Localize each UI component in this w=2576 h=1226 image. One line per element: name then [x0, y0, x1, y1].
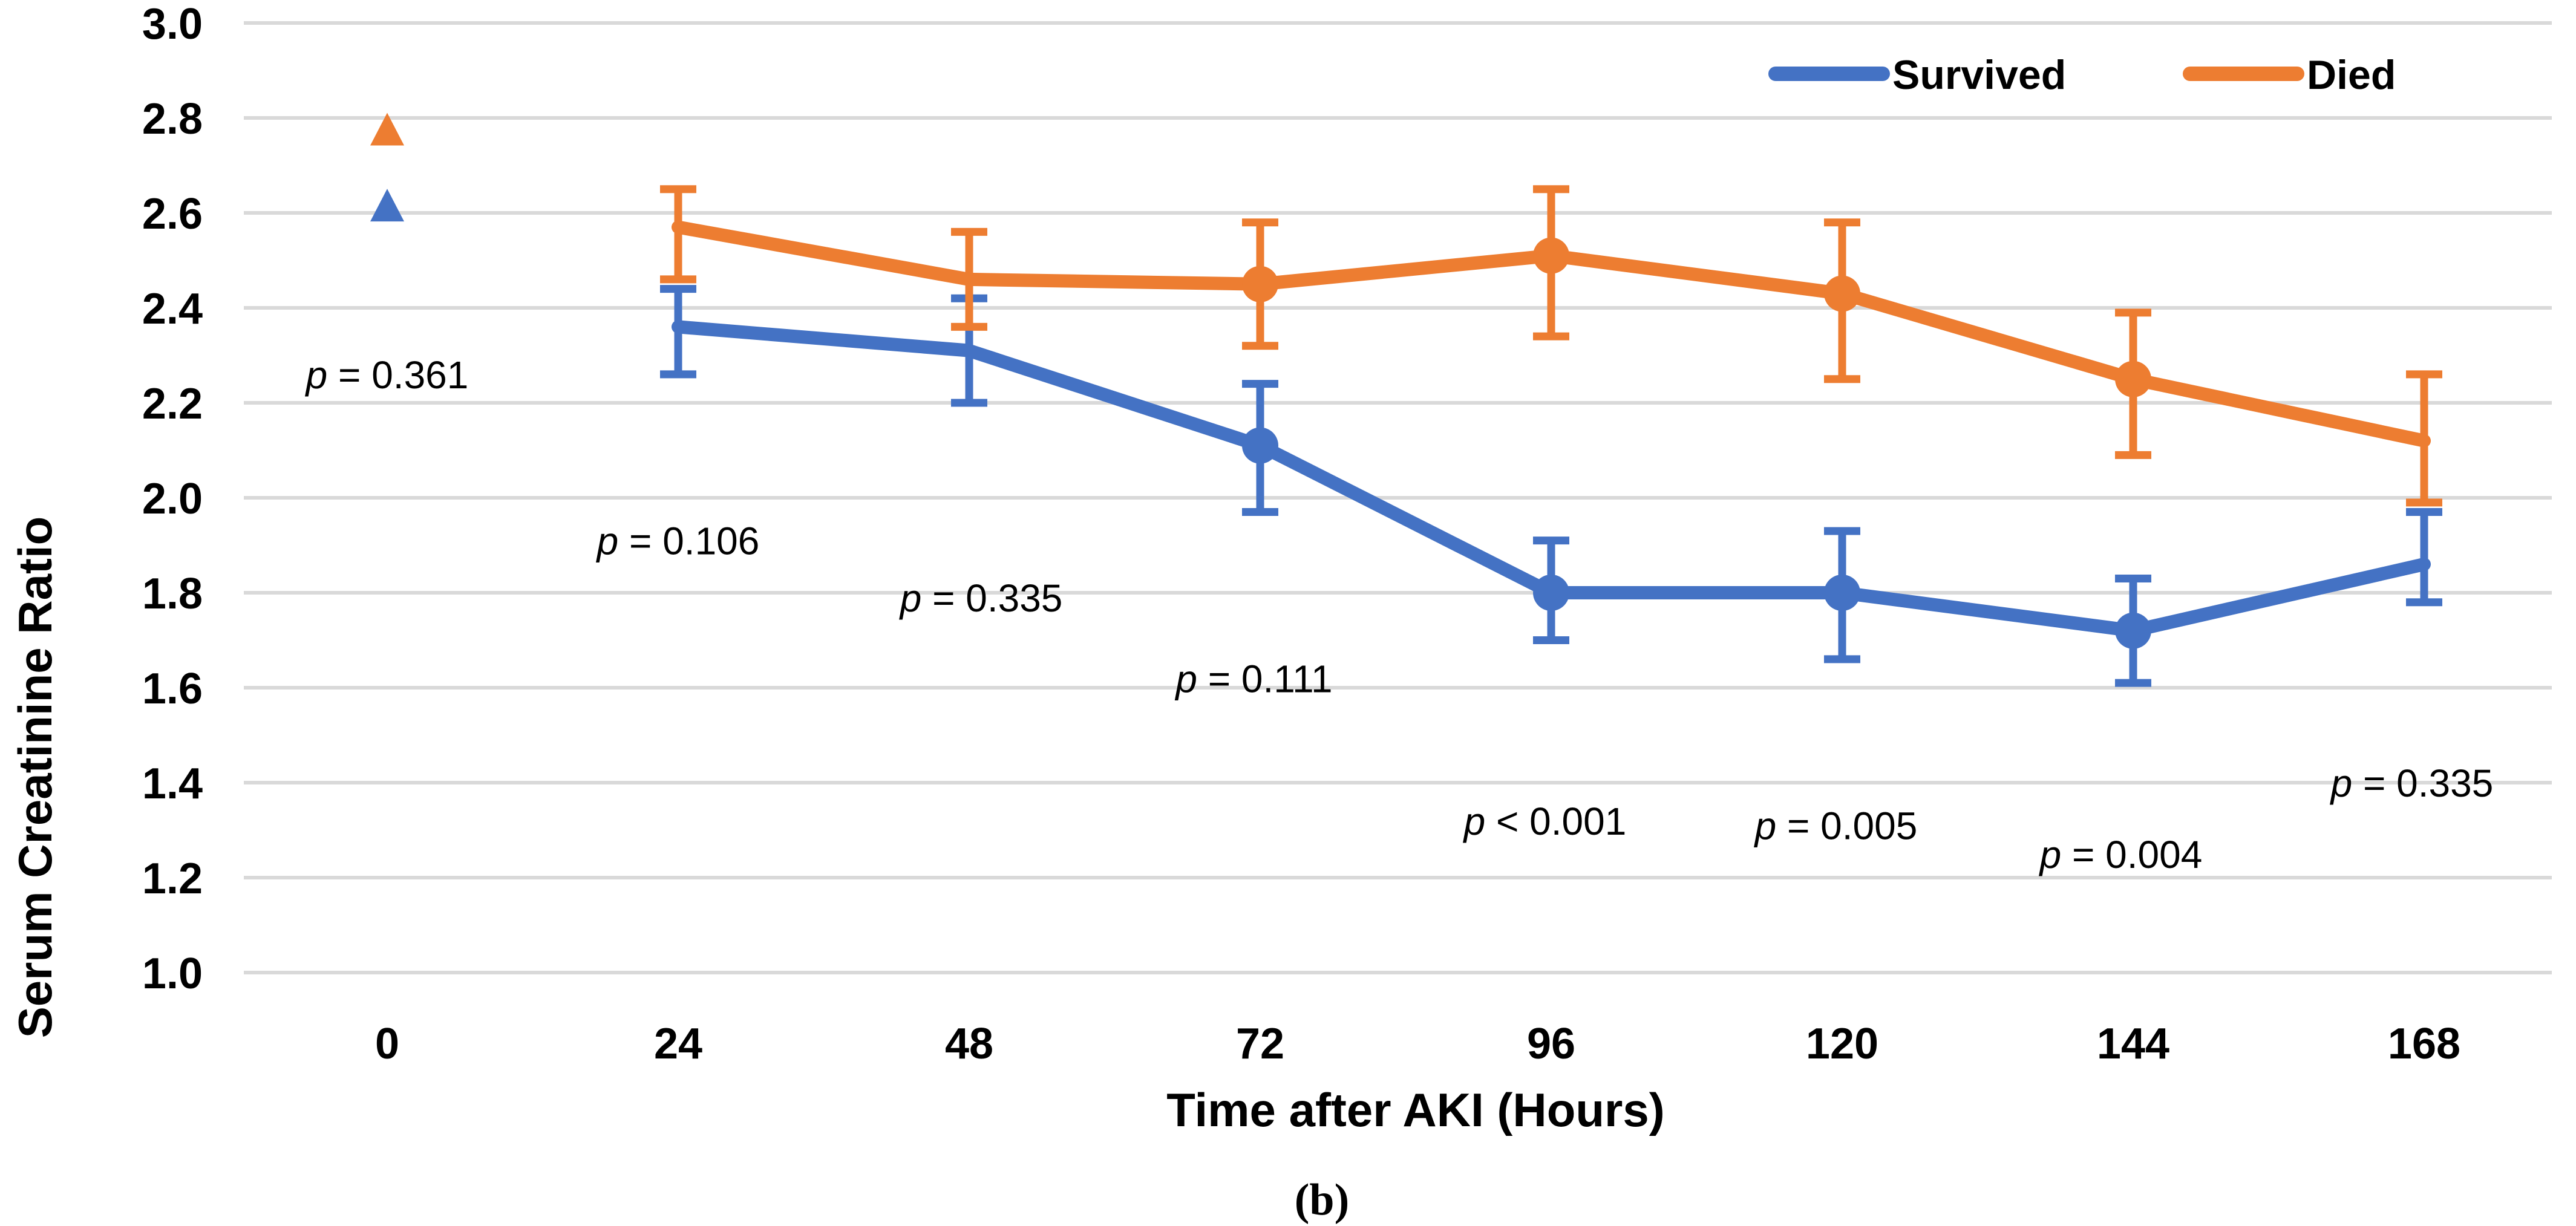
data-point-marker-survived: [1533, 575, 1569, 611]
p-value-annotation: p = 0.335: [899, 576, 1063, 620]
y-tick-label: 2.2: [142, 380, 203, 428]
data-point-marker-died: [1242, 266, 1278, 302]
baseline-triangle-marker-died: [370, 112, 404, 146]
x-tick-label: 0: [375, 1020, 399, 1068]
baseline-triangle-marker-survived: [370, 189, 404, 222]
x-tick-label: 144: [2097, 1020, 2169, 1068]
x-tick-label: 24: [654, 1020, 702, 1068]
p-value-annotation: p = 0.106: [596, 520, 760, 563]
p-value-annotation: p = 0.111: [1174, 657, 1332, 700]
y-axis-tick-labels: 3.0 2.8 2.6 2.4 2.2 2.0 1.8 1.6 1.4 1.2 1.0: [142, 0, 203, 998]
data-point-marker-survived: [2115, 612, 2151, 649]
p-value-annotations: p = 0.361 p = 0.106 p = 0.335 p = 0.111 p < …: [305, 353, 2494, 876]
data-point-marker-died: [1824, 275, 1860, 312]
x-tick-label: 72: [1236, 1020, 1284, 1068]
series-died: [370, 112, 2442, 507]
data-point-marker-died: [2115, 360, 2151, 397]
data-point-marker-survived: [1824, 575, 1860, 611]
y-tick-label: 2.6: [142, 190, 203, 238]
p-value-annotation: p = 0.361: [305, 353, 469, 397]
p-value-annotation: p = 0.004: [2039, 833, 2203, 876]
error-bar: [2406, 508, 2442, 607]
x-axis-title: Time after AKI (Hours): [1166, 1083, 1664, 1136]
p-value-annotation: p = 0.335: [2330, 761, 2494, 805]
p-value-annotation: p < 0.001: [1463, 800, 1627, 843]
x-tick-label: 96: [1527, 1020, 1575, 1068]
data-point-marker-died: [1533, 237, 1569, 274]
y-axis-title: Serum Creatinine Ratio: [8, 517, 62, 1039]
y-tick-label: 1.6: [142, 665, 203, 713]
figure-caption: (b): [1295, 1175, 1349, 1225]
y-tick-label: 3.0: [142, 0, 203, 48]
y-tick-label: 1.2: [142, 855, 203, 903]
y-tick-label: 2.0: [142, 475, 203, 523]
error-bar: [660, 185, 696, 284]
data-point-marker-survived: [1242, 427, 1278, 464]
x-tick-label: 120: [1806, 1020, 1878, 1068]
legend: Survived Died: [1768, 52, 2396, 98]
x-axis-tick-labels: 0 24 48 72 96 120 144 168: [375, 1020, 2460, 1068]
y-tick-label: 1.8: [142, 570, 203, 618]
x-tick-label: 48: [945, 1020, 993, 1068]
y-tick-label: 2.8: [142, 95, 203, 143]
y-tick-label: 1.0: [142, 950, 203, 998]
y-tick-label: 1.4: [142, 760, 203, 808]
x-tick-label: 168: [2388, 1020, 2460, 1068]
legend-label-survived: Survived: [1892, 52, 2066, 98]
y-tick-label: 2.4: [142, 285, 203, 333]
p-value-annotation: p = 0.005: [1754, 804, 1918, 848]
legend-label-died: Died: [2307, 52, 2396, 98]
series-survived: [370, 189, 2442, 687]
gridlines: [244, 21, 2552, 974]
